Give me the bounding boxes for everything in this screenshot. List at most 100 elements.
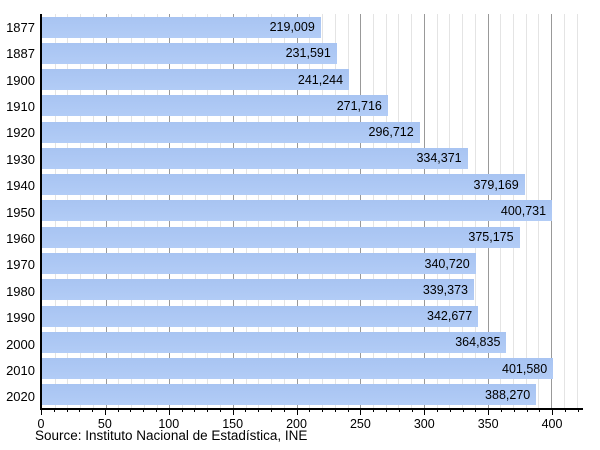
gridline-minor: [576, 14, 578, 408]
x-tick-minor: [500, 408, 502, 412]
y-axis-label: 1960: [6, 230, 35, 246]
bar-1970: 340,720: [42, 253, 476, 275]
x-tick-label: 250: [349, 417, 371, 431]
x-tick-minor: [155, 408, 157, 412]
x-tick-minor: [309, 408, 311, 412]
bar-row: 401,580: [42, 355, 583, 381]
y-axis-label: 1900: [6, 72, 35, 88]
y-axis-label: 1950: [6, 204, 35, 220]
bar-row: 340,720: [42, 250, 583, 276]
y-axis-label: 1887: [6, 46, 35, 62]
x-tick-minor: [92, 408, 94, 412]
x-tick-minor: [475, 408, 477, 412]
bar-value-label: 231,591: [285, 46, 331, 61]
x-tick-minor: [539, 408, 541, 412]
bar-1940: 379,169: [42, 174, 525, 196]
bar-value-label: 219,009: [269, 20, 315, 35]
x-tick-major: [424, 408, 426, 415]
y-axis-label: 2000: [6, 336, 35, 352]
x-tick-minor: [207, 408, 209, 412]
bar-value-label: 375,175: [468, 230, 514, 245]
x-tick-major: [41, 408, 42, 415]
bar-1980: 339,373: [42, 279, 474, 301]
y-axis-label: 1940: [6, 178, 35, 194]
x-tick-minor: [143, 408, 145, 412]
x-tick-minor: [66, 408, 68, 412]
x-tick-minor: [322, 408, 324, 412]
x-tick-minor: [334, 408, 336, 412]
bar-row: 400,731: [42, 198, 583, 224]
y-axis-label: 1877: [6, 19, 35, 35]
bar-1930: 334,371: [42, 147, 468, 169]
source-caption: Source: Instituto Nacional de Estadístic…: [35, 428, 308, 443]
x-tick-minor: [258, 408, 260, 412]
bar-row: 375,175: [42, 224, 583, 250]
bar-row: 339,373: [42, 277, 583, 303]
y-axis-label: 1980: [6, 283, 35, 299]
bar-value-label: 401,580: [502, 361, 548, 376]
bar-1920: 296,712: [42, 121, 420, 143]
x-tick-label: 200: [286, 417, 307, 431]
bar-value-label: 342,677: [427, 309, 473, 324]
y-axis-label: 1920: [6, 125, 35, 141]
x-tick-minor: [283, 408, 285, 412]
x-tick-minor: [526, 408, 528, 412]
bar-row: 388,270: [42, 382, 583, 408]
x-tick-minor: [53, 408, 55, 412]
bar-row: 296,712: [42, 119, 583, 145]
x-tick-minor: [398, 408, 400, 412]
bar-1960: 375,175: [42, 226, 520, 248]
bar-value-label: 340,720: [424, 256, 470, 271]
x-tick-major: [488, 408, 490, 415]
x-tick-major: [360, 408, 362, 415]
x-tick-minor: [79, 408, 81, 412]
bar-row: 334,371: [42, 145, 583, 171]
bar-value-label: 400,731: [500, 203, 547, 218]
x-tick-minor: [577, 408, 579, 412]
x-tick-label: 150: [222, 417, 244, 431]
x-tick-minor: [373, 408, 375, 412]
y-axis-label: 2020: [6, 389, 35, 405]
x-tick-label: 50: [97, 417, 112, 431]
y-axis-labels: 1877 1887 1900 1910 1920 1930 1940 1950 1960 1970…: [0, 14, 35, 410]
x-tick-major: [168, 408, 170, 415]
x-tick-minor: [245, 408, 247, 412]
bar-value-label: 334,371: [416, 151, 462, 166]
x-tick-major: [104, 408, 106, 415]
x-tick-minor: [270, 408, 272, 412]
bar-row: 271,716: [42, 93, 583, 119]
x-tick-major: [296, 408, 298, 415]
x-tick-minor: [513, 408, 515, 412]
x-tick-major: [552, 408, 554, 415]
bar-row: 241,244: [42, 67, 583, 93]
x-tick-minor: [411, 408, 413, 412]
x-tick-minor: [462, 408, 464, 412]
bar-2020: 388,270: [42, 384, 537, 406]
bars-layer: 219,009 231,591 241,244 271,716 296,712 334,3…: [42, 14, 583, 408]
bar-value-label: 241,244: [297, 72, 344, 87]
bar-row: 219,009: [42, 14, 583, 40]
plot-area: 219,009 231,591 241,244 271,716 296,712 334,3…: [40, 14, 583, 410]
x-tick-minor: [181, 408, 183, 412]
x-tick-label: 0: [37, 417, 45, 431]
x-tick-minor: [130, 408, 132, 412]
x-tick-minor: [449, 408, 451, 412]
x-tick-label: 300: [413, 417, 435, 431]
x-tick-minor: [564, 408, 566, 412]
bar-2010: 401,580: [42, 358, 554, 380]
bar-row: 364,835: [42, 329, 583, 355]
bar-value-label: 339,373: [422, 282, 468, 297]
bar-value-label: 271,716: [336, 98, 382, 113]
x-axis: 0 50 100 150 200 250 300 350 400: [38, 408, 584, 448]
x-tick-minor: [117, 408, 119, 412]
bar-1950: 400,731: [42, 200, 553, 222]
bar-value-label: 364,835: [455, 335, 501, 350]
bar-1877: 219,009: [42, 16, 321, 38]
bar-value-label: 388,270: [485, 387, 531, 402]
x-tick-major: [232, 408, 234, 415]
y-axis-label: 1970: [6, 257, 35, 273]
x-tick-minor: [347, 408, 349, 412]
bar-1990: 342,677: [42, 305, 479, 327]
x-tick-label: 100: [158, 417, 180, 431]
